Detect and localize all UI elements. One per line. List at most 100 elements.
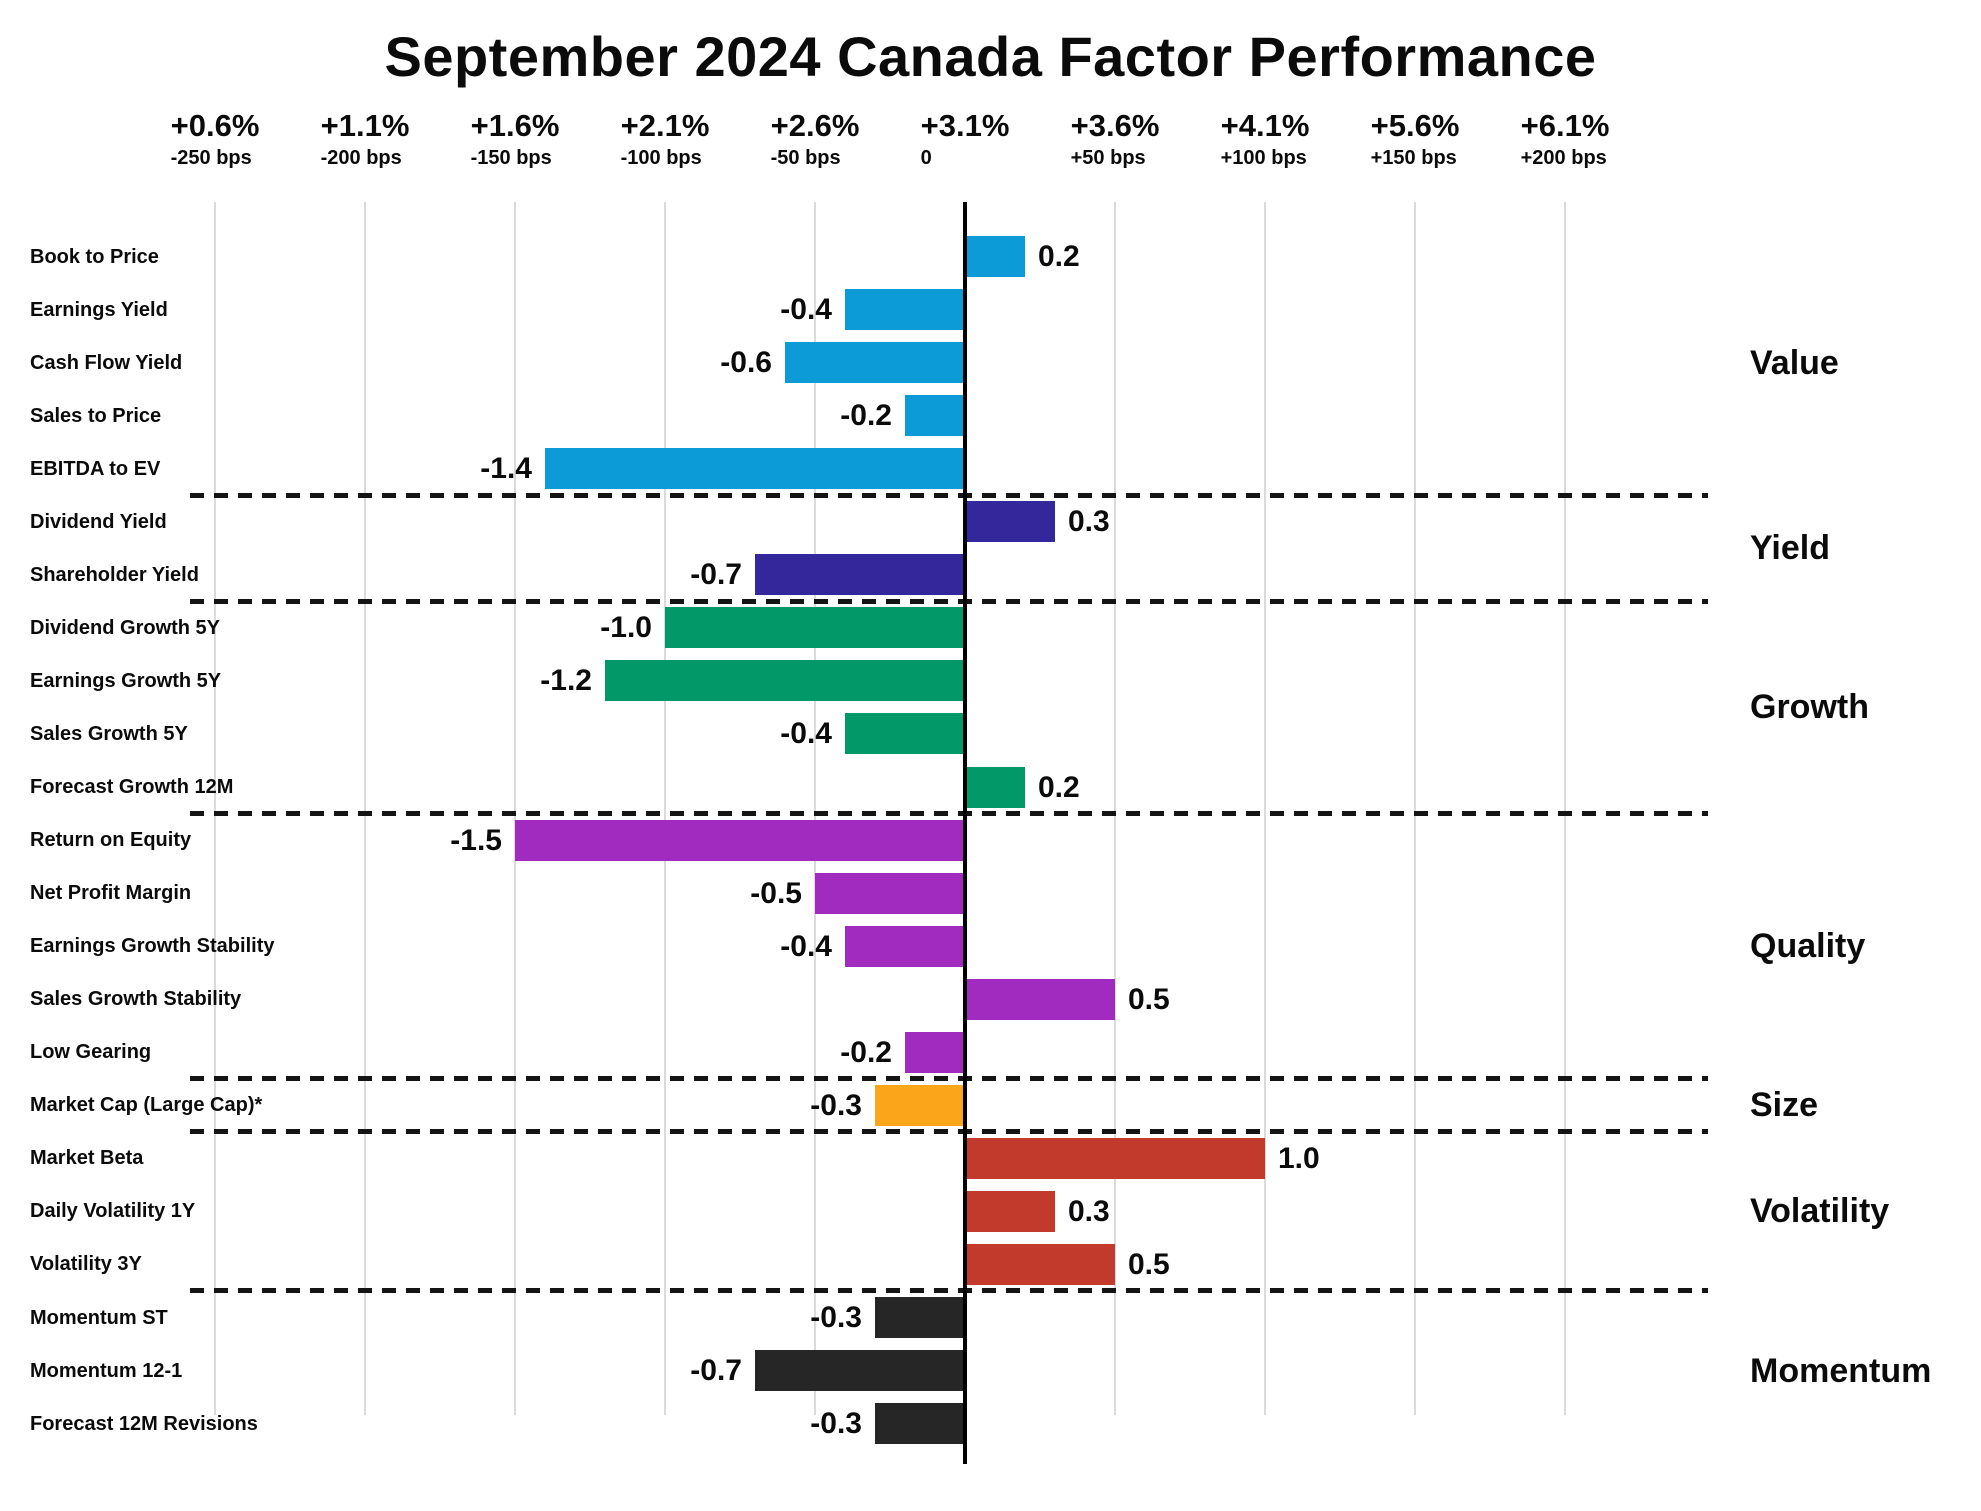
factor-bar [545,448,965,490]
tick-bps-label: +50 bps [1070,146,1146,169]
group-label-quality: Quality [1750,927,1866,966]
group-label-yield: Yield [1750,529,1830,568]
gridline [214,202,216,1415]
tick-percent-label: +4.1% [1220,108,1310,143]
factor-bar [665,607,965,649]
factor-bar [845,289,965,331]
gridline [1414,202,1416,1415]
group-separator [190,1288,1708,1294]
bar-value-label: 0.2 [1038,240,1080,273]
group-separator [190,598,1708,604]
bar-value-label: -0.3 [810,1088,862,1122]
bar-value-label: -0.3 [810,1301,862,1334]
zero-axis-line [963,202,967,1464]
tick-bps-label: -100 bps [620,146,702,169]
group-separator [190,1076,1708,1082]
group-separator [190,1129,1708,1135]
group-separator [190,811,1708,817]
factor-bar [875,1403,965,1445]
bar-value-label: -1.2 [540,664,592,698]
group-label-growth: Growth [1750,688,1869,727]
factor-bar [845,925,965,967]
group-label-volatility: Volatility [1750,1192,1890,1231]
chart-title: September 2024 Canada Factor Performance [384,25,1597,88]
bar-value-label: 0.5 [1128,982,1170,1016]
bar-value-label: -0.5 [750,876,802,910]
bar-value-label: -0.7 [690,1354,742,1388]
tick-percent-label: +2.6% [770,108,860,143]
group-separator [190,492,1708,498]
factor-bar [755,1350,965,1392]
tick-bps-label: -250 bps [170,146,252,169]
factor-bar [965,1190,1055,1232]
bar-value-label: -1.0 [600,611,652,645]
factor-bar [905,395,965,437]
gridline [1114,202,1116,1415]
factor-bar [965,978,1115,1020]
bar-value-label: -1.5 [450,823,502,857]
tick-percent-label: +2.1% [620,108,710,143]
axis-tick-label: +5.6% +150 bps [1370,108,1460,169]
tick-percent-label: +5.6% [1370,108,1460,143]
factor-label: Momentum ST [30,1306,168,1329]
tick-percent-label: +1.1% [320,108,410,143]
factor-label: Momentum 12-1 [30,1359,183,1382]
tick-percent-label: +6.1% [1520,108,1610,143]
gridline [514,202,516,1415]
tick-percent-label: +1.6% [470,108,560,143]
tick-percent-label: +3.1% [920,108,1010,143]
group-label-size: Size [1750,1086,1819,1125]
axis-tick-label: +3.1% 0 [920,108,1010,169]
tick-bps-label: 0 [920,146,932,169]
factor-bar [965,1243,1115,1285]
axis-tick-label: +1.6% -150 bps [470,108,560,168]
factor-label: Low Gearing [30,1041,152,1064]
tick-percent-label: +3.6% [1070,108,1160,143]
factor-label: Shareholder Yield [30,563,199,586]
factor-label: Daily Volatility 1Y [30,1200,196,1223]
axis-tick-label: +3.6% +50 bps [1070,108,1160,169]
bar-value-label: -0.4 [780,293,832,327]
factor-label: Dividend Growth 5Y [30,616,221,639]
tick-bps-label: +150 bps [1370,146,1457,169]
axis-tick-label: +2.1% -100 bps [620,108,710,169]
factor-label: Volatility 3Y [30,1253,142,1276]
factor-label: EBITDA to EV [30,457,161,480]
factor-label: Earnings Yield [30,298,168,321]
group-label-value: Value [1750,343,1839,382]
tick-bps-label: +200 bps [1520,146,1607,169]
tick-percent-label: +0.6% [170,108,260,143]
bar-value-label: -0.3 [810,1407,862,1441]
gridline [814,202,816,1415]
factor-label: Market Cap (Large Cap)* [30,1094,263,1117]
bar-value-label: 0.3 [1068,1194,1110,1228]
factor-bar [605,660,965,702]
bar-value-label: 0.2 [1038,770,1080,804]
factor-label: Return on Equity [30,829,192,852]
axis-tick-label: +2.6% -50 bps [770,108,860,169]
factor-label: Earnings Growth Stability [30,935,275,958]
gridline [1564,202,1566,1415]
factor-label: Forecast 12M Revisions [30,1412,258,1435]
factor-label: Net Profit Margin [30,882,192,905]
gridline [1264,202,1266,1415]
axis-tick-label: +6.1% +200 bps [1520,108,1610,169]
bar-value-label: 0.5 [1128,1247,1170,1281]
bar-value-label: -1.4 [480,452,532,486]
factor-bar [905,1031,965,1073]
bar-value-label: 0.3 [1068,505,1110,539]
axis-tick-label: +4.1% +100 bps [1220,108,1310,168]
bar-value-label: -0.4 [780,717,832,751]
bar-value-label: -0.7 [690,558,742,592]
factor-label: Book to Price [30,245,159,268]
tick-bps-label: -50 bps [770,146,841,169]
factor-label: Cash Flow Yield [30,351,183,374]
bar-value-label: -0.2 [840,399,892,433]
factor-label: Sales Growth 5Y [30,722,188,745]
factor-bar [845,713,965,755]
factor-label: Sales to Price [30,404,162,427]
factor-label: Market Beta [30,1147,144,1170]
factor-bar [875,1297,965,1338]
group-label-momentum: Momentum [1750,1351,1932,1390]
